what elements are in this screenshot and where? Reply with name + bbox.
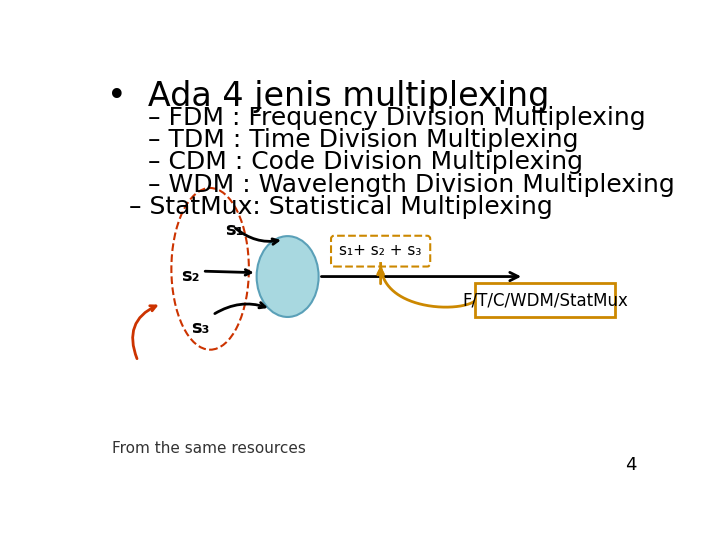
Text: 4: 4 bbox=[625, 456, 636, 475]
Text: s₁+ s₂ + s₃: s₁+ s₂ + s₃ bbox=[339, 243, 422, 258]
Text: •  Ada 4 jenis multiplexing: • Ada 4 jenis multiplexing bbox=[107, 80, 549, 113]
Text: s₂: s₂ bbox=[181, 267, 199, 285]
Text: From the same resources: From the same resources bbox=[112, 441, 305, 456]
Text: s₃: s₃ bbox=[191, 319, 209, 337]
Text: – StatMux: Statistical Multiplexing: – StatMux: Statistical Multiplexing bbox=[129, 195, 552, 219]
Text: – CDM : Code Division Multiplexing: – CDM : Code Division Multiplexing bbox=[148, 150, 583, 174]
Text: F/T/C/WDM/StatMux: F/T/C/WDM/StatMux bbox=[462, 292, 629, 309]
Text: – WDM : Wavelength Division Multiplexing: – WDM : Wavelength Division Multiplexing bbox=[148, 173, 675, 197]
Ellipse shape bbox=[256, 236, 319, 317]
Text: – TDM : Time Division Multiplexing: – TDM : Time Division Multiplexing bbox=[148, 128, 579, 152]
Text: s₁: s₁ bbox=[225, 221, 244, 239]
FancyBboxPatch shape bbox=[475, 284, 616, 318]
Text: – FDM : Frequency Division Multiplexing: – FDM : Frequency Division Multiplexing bbox=[148, 106, 646, 130]
